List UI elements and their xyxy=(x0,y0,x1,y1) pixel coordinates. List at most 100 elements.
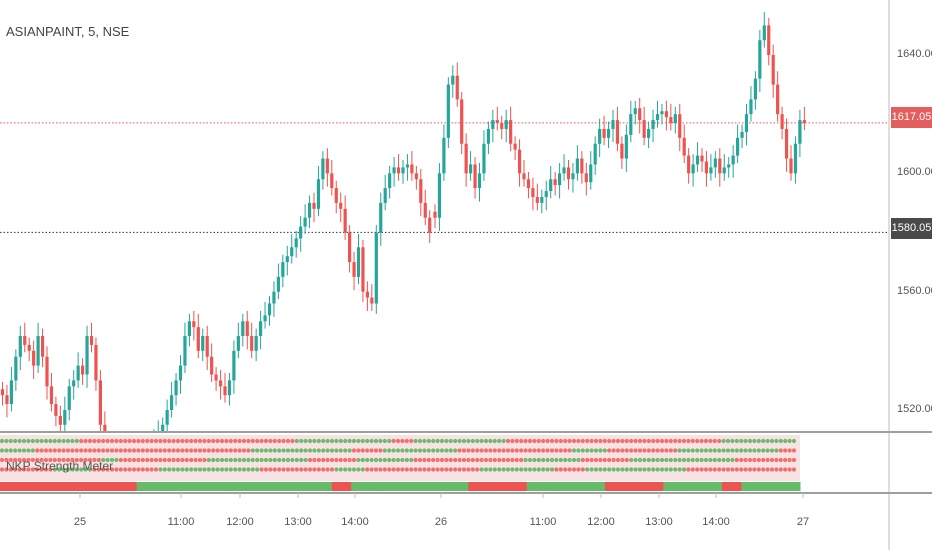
meter-dot xyxy=(409,467,414,472)
meter-dot xyxy=(26,448,31,453)
meter-dot xyxy=(13,467,18,472)
meter-dot xyxy=(202,467,207,472)
candle-body xyxy=(691,164,695,174)
candle xyxy=(651,109,655,143)
candle-body xyxy=(232,350,236,381)
candle xyxy=(58,405,62,431)
meter-dot xyxy=(281,457,286,463)
meter-dot xyxy=(417,448,423,453)
candle xyxy=(49,373,54,412)
meter-dot xyxy=(743,448,748,453)
meter-dot xyxy=(26,438,31,444)
meter-bar-segment xyxy=(39,482,60,491)
meter-dot xyxy=(35,438,40,444)
candle-body xyxy=(383,188,387,203)
meter-dot xyxy=(391,438,396,444)
candle-body xyxy=(40,336,45,357)
meter-dot xyxy=(444,438,449,444)
meter-dot xyxy=(215,467,220,472)
meter-dot xyxy=(211,438,216,444)
meter-dot xyxy=(290,448,295,453)
candle-body xyxy=(227,380,232,396)
meter-dot xyxy=(79,448,84,453)
meter-dot xyxy=(241,448,247,453)
meter-bar-segment xyxy=(682,482,703,491)
meter-dot xyxy=(184,438,189,444)
meter-dot xyxy=(307,438,313,444)
meter-dot xyxy=(404,438,409,444)
meter-dot xyxy=(334,438,339,444)
meter-dot xyxy=(730,438,735,444)
candle xyxy=(325,148,329,187)
meter-dot xyxy=(4,448,9,453)
meter-dot xyxy=(756,457,761,463)
meter-dot xyxy=(219,438,225,444)
meter-dot xyxy=(510,467,515,472)
candle-body xyxy=(549,179,553,192)
candle-body xyxy=(655,114,660,121)
meter-dot xyxy=(488,457,493,463)
meter-dot xyxy=(426,448,431,453)
meter-dot xyxy=(787,438,792,444)
candle xyxy=(36,322,40,374)
meter-dot xyxy=(250,467,255,472)
meter-dot xyxy=(699,457,704,463)
meter-dot xyxy=(246,457,251,463)
meter-dot xyxy=(690,438,695,444)
meter-bar-segment xyxy=(19,482,40,491)
candle xyxy=(678,103,682,152)
meter-dot xyxy=(373,448,379,453)
meter-dot xyxy=(505,438,511,444)
meter-dot xyxy=(167,448,172,453)
candle xyxy=(32,340,36,379)
meter-dot xyxy=(114,457,119,463)
meter-dot xyxy=(461,457,467,463)
meter-dot xyxy=(215,448,220,453)
candle xyxy=(500,115,504,140)
meter-dot xyxy=(13,448,18,453)
candle xyxy=(196,313,200,359)
meter-dot xyxy=(549,467,555,472)
meter-dot xyxy=(413,467,418,472)
meter-bar-segment xyxy=(468,482,489,491)
candle-body xyxy=(491,120,495,129)
meter-dot xyxy=(193,438,198,444)
meter-dot xyxy=(382,467,387,472)
meter-dot xyxy=(774,457,779,463)
candle xyxy=(161,417,165,431)
meter-dot xyxy=(351,448,357,453)
meter-dot xyxy=(268,438,273,444)
candle-body xyxy=(76,365,80,381)
meter-dot xyxy=(664,457,669,463)
meter-dot xyxy=(431,467,436,472)
candle xyxy=(281,254,285,288)
candle-body xyxy=(722,167,726,174)
meter-dot xyxy=(307,467,313,472)
meter-dot xyxy=(787,467,792,472)
meter-dot xyxy=(681,448,687,453)
meter-dot xyxy=(444,448,449,453)
meter-dot xyxy=(61,438,66,444)
meter-dot xyxy=(118,438,123,444)
meter-dot xyxy=(721,467,726,472)
candle xyxy=(27,337,31,362)
meter-dot xyxy=(576,457,581,463)
meter-dot xyxy=(479,438,484,444)
meter-dot xyxy=(356,438,361,444)
meter-bar-segment xyxy=(195,482,216,491)
meter-dot xyxy=(175,457,181,463)
candle xyxy=(553,171,557,196)
meter-dot xyxy=(545,467,550,472)
candle xyxy=(170,381,174,418)
meter-dot xyxy=(48,467,53,472)
meter-dot xyxy=(30,438,35,444)
meter-dot xyxy=(483,457,489,463)
meter-dot xyxy=(312,438,317,444)
meter-dot xyxy=(558,467,563,472)
candle xyxy=(23,322,27,353)
meter-dot xyxy=(136,448,141,453)
meter-dot xyxy=(448,438,453,444)
meter-dot xyxy=(505,467,511,472)
meter-dot xyxy=(263,438,269,444)
